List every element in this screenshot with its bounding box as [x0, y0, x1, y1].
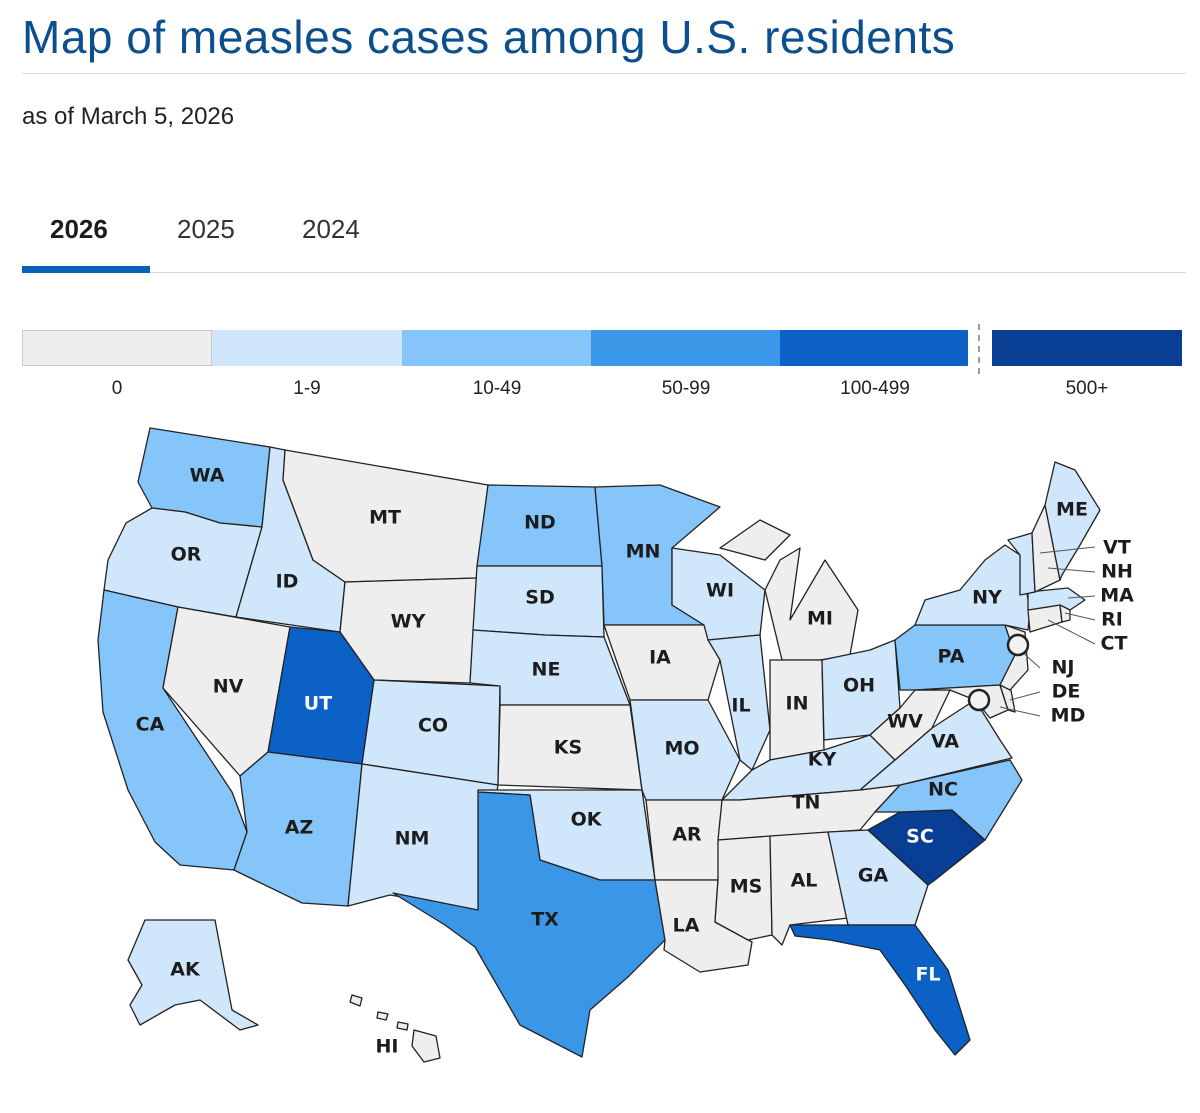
label-ks: KS	[554, 737, 582, 759]
leader-ma	[1067, 595, 1096, 599]
label-nc: NC	[928, 779, 958, 801]
leader-ct	[1047, 619, 1096, 645]
state-wy[interactable]	[339, 577, 478, 684]
label-fl: FL	[915, 964, 940, 986]
label-ne: NE	[532, 659, 561, 681]
label-id: ID	[276, 571, 299, 593]
legend-swatch-50-99	[591, 330, 780, 366]
leader-md	[999, 706, 1041, 717]
label-ma: MA	[1100, 585, 1134, 607]
state-shapes	[97, 427, 1101, 1063]
label-va: VA	[931, 731, 959, 753]
label-ky: KY	[808, 749, 837, 771]
dc-marker-icon[interactable]	[967, 688, 991, 712]
label-mi: MI	[807, 608, 833, 630]
label-mo: MO	[664, 738, 699, 760]
nyc-marker-icon[interactable]	[1006, 633, 1030, 657]
label-wy: WY	[391, 611, 426, 633]
state-ia[interactable]	[603, 624, 721, 701]
title-divider	[22, 73, 1186, 74]
state-hi[interactable]	[349, 994, 441, 1063]
label-nj: NJ	[1052, 657, 1075, 679]
legend-swatch-10-49	[402, 330, 591, 366]
page-title: Map of measles cases among U.S. resident…	[22, 11, 956, 63]
color-legend: 0 1-9 10-49 50-99 100-499 500+	[22, 324, 1184, 400]
leader-nh	[1047, 567, 1096, 573]
label-hi: HI	[376, 1036, 399, 1058]
label-de: DE	[1052, 681, 1081, 703]
legend-swatch-1-9	[212, 330, 402, 366]
legend-swatch-100-499	[780, 330, 968, 366]
label-pa: PA	[938, 646, 965, 668]
label-in: IN	[786, 693, 809, 715]
state-tx[interactable]	[392, 791, 666, 1058]
label-ia: IA	[649, 647, 671, 669]
label-wa: WA	[190, 465, 225, 487]
leader-vt	[1039, 546, 1096, 554]
label-ms: MS	[730, 876, 763, 898]
legend-divider	[978, 324, 980, 374]
label-sc: SC	[906, 826, 934, 848]
state-fl[interactable]	[789, 924, 971, 1056]
label-il: IL	[731, 695, 750, 717]
year-tabs: 2026 2025 2024	[22, 200, 1186, 275]
tabs-divider	[22, 272, 1186, 273]
label-co: CO	[418, 715, 448, 737]
state-labels: WA OR CA ID NV MT WY UT AZ CO NM ND SD N…	[136, 465, 1134, 1058]
label-or: OR	[171, 544, 202, 566]
legend-label-10-49: 10-49	[472, 378, 522, 399]
tab-2025[interactable]: 2025	[177, 214, 235, 244]
label-tn: TN	[792, 792, 821, 814]
legend-label-500-plus: 500+	[1065, 378, 1109, 399]
label-mn: MN	[626, 541, 661, 563]
label-wv: WV	[887, 711, 923, 733]
label-ga: GA	[858, 865, 889, 887]
state-ma[interactable]	[1027, 587, 1086, 611]
label-ut: UT	[304, 693, 332, 715]
leader-de	[1009, 691, 1041, 701]
label-ak: AK	[170, 959, 201, 981]
state-ak[interactable]	[127, 919, 259, 1031]
label-oh: OH	[843, 675, 875, 697]
legend-label-100-499: 100-499	[840, 378, 910, 399]
label-vt: VT	[1103, 537, 1131, 559]
label-ct: CT	[1101, 633, 1128, 655]
state-ny[interactable]	[914, 544, 1031, 631]
label-wi: WI	[706, 580, 734, 602]
label-la: LA	[673, 915, 700, 937]
legend-swatch-0	[22, 330, 212, 366]
as-of-date: as of March 5, 2026	[22, 103, 235, 130]
label-ri: RI	[1101, 609, 1123, 631]
label-me: ME	[1056, 499, 1088, 521]
label-nd: ND	[524, 512, 556, 534]
label-ca: CA	[136, 714, 165, 736]
state-ga[interactable]	[827, 829, 929, 926]
legend-label-50-99: 50-99	[661, 378, 711, 399]
leader-ri	[1064, 612, 1096, 621]
label-mt: MT	[369, 507, 401, 529]
tab-2026[interactable]: 2026	[50, 214, 108, 244]
label-ok: OK	[571, 809, 603, 831]
label-nm: NM	[395, 828, 430, 850]
label-tx: TX	[531, 909, 559, 931]
state-vt[interactable]	[1007, 532, 1036, 596]
legend-label-1-9: 1-9	[293, 378, 321, 399]
legend-swatch-500-plus	[992, 330, 1182, 366]
label-ny: NY	[972, 587, 1002, 609]
label-al: AL	[791, 870, 818, 892]
label-sd: SD	[525, 587, 554, 609]
active-tab-indicator	[22, 266, 150, 273]
label-md: MD	[1051, 705, 1086, 727]
label-nh: NH	[1101, 561, 1133, 583]
label-nv: NV	[213, 676, 244, 698]
tab-2024[interactable]: 2024	[302, 214, 360, 244]
label-az: AZ	[285, 817, 313, 839]
label-ar: AR	[672, 824, 702, 846]
legend-label-0: 0	[111, 378, 123, 399]
